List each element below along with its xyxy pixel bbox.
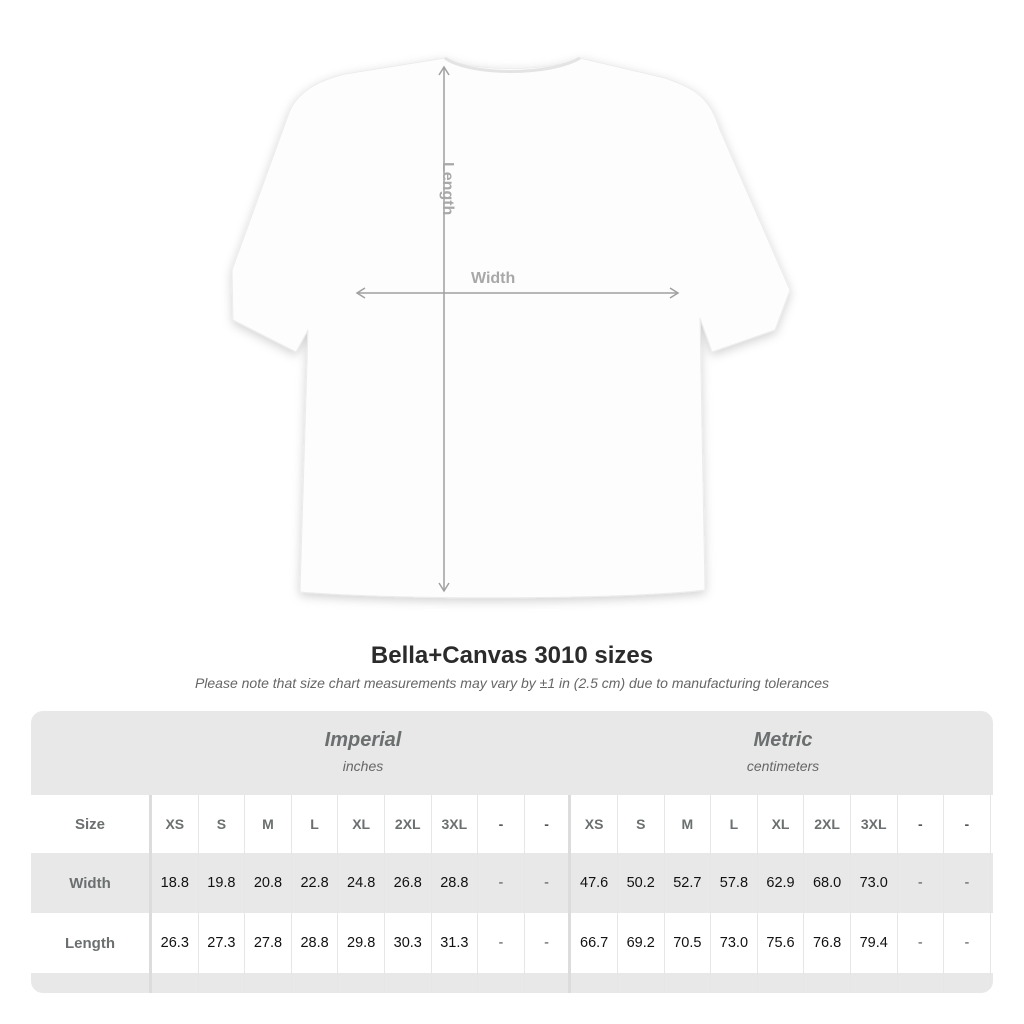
imperial-header: Imperial inches bbox=[153, 711, 573, 795]
footer-cell bbox=[851, 973, 898, 993]
metric-cell: XS bbox=[571, 795, 618, 853]
metric-cell: 47.6 bbox=[571, 853, 618, 913]
metric-cell: - bbox=[898, 795, 945, 853]
imperial-cell: 22.8 bbox=[292, 853, 339, 913]
footer-cell bbox=[711, 973, 758, 993]
metric-cell: 52.7 bbox=[665, 853, 712, 913]
imperial-cell: - bbox=[478, 913, 525, 973]
footer-cell bbox=[525, 973, 572, 993]
metric-cell: - bbox=[898, 913, 945, 973]
page-title: Bella+Canvas 3010 sizes bbox=[370, 642, 654, 669]
footer-cell bbox=[665, 973, 712, 993]
metric-cell: - bbox=[944, 853, 991, 913]
imperial-cell: 24.8 bbox=[338, 853, 385, 913]
imperial-cell: M bbox=[245, 795, 292, 853]
metric-cell: XL bbox=[758, 795, 805, 853]
imperial-cell: 19.8 bbox=[199, 853, 246, 913]
tshirt-body bbox=[231, 57, 791, 599]
metric-cell: 3XL bbox=[851, 795, 898, 853]
imperial-cell: 29.8 bbox=[338, 913, 385, 973]
imperial-cell: 20.8 bbox=[245, 853, 292, 913]
footer-cell bbox=[292, 973, 339, 993]
metric-cell: 76.8 bbox=[804, 913, 851, 973]
metric-unit: centimeters bbox=[746, 758, 820, 774]
table-row-length: Length 26.3 27.3 27.8 28.8 29.8 30.3 31.3- -66.7… bbox=[31, 913, 993, 973]
row-label: Size bbox=[31, 795, 152, 853]
metric-label: Metric bbox=[753, 729, 813, 751]
imperial-cell: - bbox=[525, 853, 572, 913]
imperial-cell: 18.8 bbox=[152, 853, 199, 913]
metric-cell: 66.7 bbox=[571, 913, 618, 973]
imperial-cell: 26.3 bbox=[152, 913, 199, 973]
footer-label-cell bbox=[31, 973, 152, 993]
imperial-cell: 28.8 bbox=[292, 913, 339, 973]
footer-cell bbox=[432, 973, 479, 993]
metric-cell: S bbox=[618, 795, 665, 853]
metric-cell: 73.0 bbox=[711, 913, 758, 973]
footer-cell bbox=[944, 973, 991, 993]
metric-cell: - bbox=[944, 913, 991, 973]
imperial-cell: XL bbox=[338, 795, 385, 853]
tolerance-note: Please note that size chart measurements… bbox=[194, 675, 830, 691]
metric-cell: 2XL bbox=[804, 795, 851, 853]
metric-cell: 69.2 bbox=[618, 913, 665, 973]
footer-cell bbox=[898, 973, 945, 993]
metric-cell: M bbox=[665, 795, 712, 853]
imperial-cell: 27.8 bbox=[245, 913, 292, 973]
imperial-cell: XS bbox=[152, 795, 199, 853]
metric-header: Metric centimeters bbox=[573, 711, 993, 795]
imperial-cell: 26.8 bbox=[385, 853, 432, 913]
row-label: Length bbox=[31, 913, 152, 973]
imperial-cell: 31.3 bbox=[432, 913, 479, 973]
footer-cell bbox=[804, 973, 851, 993]
metric-cell: 73.0 bbox=[851, 853, 898, 913]
metric-cell: 70.5 bbox=[665, 913, 712, 973]
imperial-cell: - bbox=[525, 913, 572, 973]
metric-cell: 68.0 bbox=[804, 853, 851, 913]
imperial-cell: 2XL bbox=[385, 795, 432, 853]
width-label: Width bbox=[471, 270, 516, 287]
table-row-width: Width 18.8 19.8 20.8 22.8 24.8 26.8 28.8- -47.6 5… bbox=[31, 853, 993, 913]
metric-cell: 79.4 bbox=[851, 913, 898, 973]
row-label: Width bbox=[31, 853, 152, 913]
imperial-cell: 3XL bbox=[432, 795, 479, 853]
metric-cell: 50.2 bbox=[618, 853, 665, 913]
imperial-cell: 30.3 bbox=[385, 913, 432, 973]
footer-cell bbox=[571, 973, 618, 993]
metric-cell: - bbox=[944, 795, 991, 853]
footer-cell bbox=[758, 973, 805, 993]
imperial-cell: - bbox=[525, 795, 572, 853]
metric-cell: - bbox=[898, 853, 945, 913]
imperial-unit: inches bbox=[342, 758, 384, 774]
metric-cell: L bbox=[711, 795, 758, 853]
metric-cell: 75.6 bbox=[758, 913, 805, 973]
imperial-label: Imperial bbox=[324, 729, 402, 751]
length-label: Length bbox=[439, 162, 456, 216]
footer-cell bbox=[385, 973, 432, 993]
metric-cell: 57.8 bbox=[711, 853, 758, 913]
imperial-cell: - bbox=[478, 853, 525, 913]
metric-cell: 62.9 bbox=[758, 853, 805, 913]
footer-cell bbox=[618, 973, 665, 993]
imperial-cell: 27.3 bbox=[199, 913, 246, 973]
size-table: Imperial inches Metric centimeters Size X… bbox=[31, 711, 993, 993]
imperial-cell: 28.8 bbox=[432, 853, 479, 913]
footer-cell bbox=[338, 973, 385, 993]
table-footer bbox=[31, 973, 993, 993]
table-row-size: Size XS S M L XL 2XL 3XL - - XS S M L XL 2XL 3XL - - bbox=[31, 795, 993, 853]
imperial-cell: S bbox=[199, 795, 246, 853]
imperial-cell: L bbox=[292, 795, 339, 853]
footer-cell bbox=[199, 973, 246, 993]
tshirt-illustration bbox=[231, 56, 791, 599]
footer-cell bbox=[152, 973, 199, 993]
footer-cell bbox=[478, 973, 525, 993]
footer-cell bbox=[245, 973, 292, 993]
imperial-cell: - bbox=[478, 795, 525, 853]
